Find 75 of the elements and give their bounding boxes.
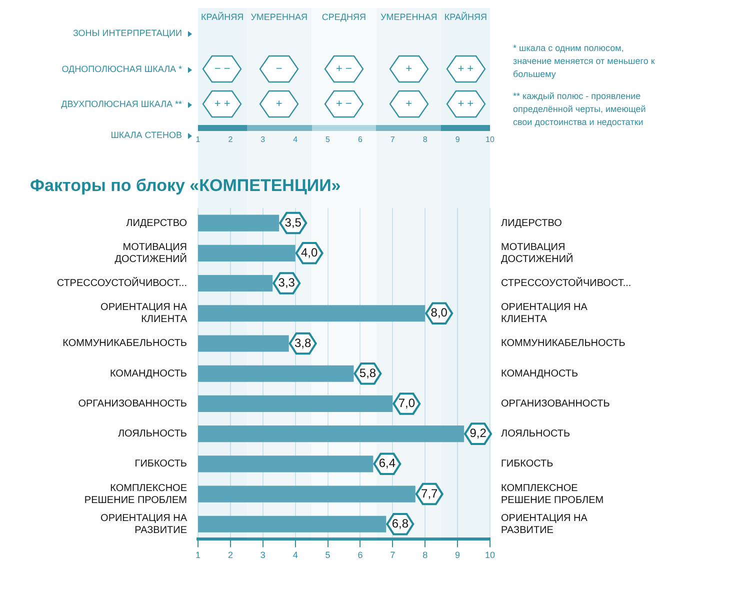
x-tick-label: 3 — [260, 550, 266, 560]
x2-tick-label: 1 — [194, 135, 202, 144]
x2-tick-label: 9 — [454, 135, 461, 144]
chart-title: Факторы по блоку «КОМПЕТЕНЦИИ» — [30, 176, 341, 196]
hexagon-icon: + — [259, 90, 300, 118]
x2-tick-label: 5 — [324, 135, 331, 144]
band-label: КРАЙНЯЯ — [200, 12, 245, 22]
x2-tick-label: 10 — [484, 135, 496, 144]
x-tick-label: 10 — [484, 550, 496, 560]
text: ОДНОПОЛЮСНАЯ ШКАЛА * — [60, 64, 182, 74]
category-label: МОТИВАЦИЯ ДОСТИЖЕНИЙ — [501, 242, 574, 265]
x-tick-label: 6 — [358, 550, 363, 560]
text: ЗОНЫ ИНТЕРПРЕТАЦИИ — [72, 28, 182, 38]
y-tick-label: ЛОЯЛЬНОСТЬ — [118, 428, 188, 440]
x2-tick-label: 2 — [227, 135, 234, 144]
x-tick-label: 5 — [325, 550, 330, 560]
data-label: 3,5 — [284, 215, 302, 230]
data-label: 6,4 — [378, 456, 396, 470]
band-label: СРЕДНЯЯ — [320, 12, 368, 22]
x2-tick-label: 4 — [292, 135, 299, 144]
y-tick-label: КОММУНИКАБЕЛЬНОСТЬ — [62, 338, 188, 350]
y-tick-label: ОРИЕНТАЦИЯ НА КЛИЕНТА — [100, 302, 188, 326]
category-label: ОРИЕНТАЦИЯ НА КЛИЕНТА — [501, 302, 588, 326]
hexagon-icon: + − — [324, 90, 364, 118]
band-label: КРАЙНЯЯ — [443, 12, 488, 22]
data-label: 4,0 — [300, 245, 318, 260]
category-label: КОМАНДНОСТЬ — [501, 368, 578, 380]
x2-tick-label: 8 — [422, 135, 428, 144]
y-tick-label: ОРГАНИЗОВАННОСТЬ — [78, 398, 188, 410]
band-label: УМЕРЕННАЯ — [250, 12, 308, 22]
data-label: 7,0 — [398, 396, 416, 410]
hexagon-icon: + — [388, 55, 429, 83]
y-tick-label: ОРИЕНТАЦИЯ НА РАЗВИТИЕ — [100, 512, 188, 536]
y-tick-label: КОМАНДНОСТЬ — [110, 368, 188, 380]
hexagon-icon: + − — [324, 55, 364, 83]
text: * шкала с одним полюсом, значение меняется от меньшего к большему — [513, 42, 656, 81]
y-tick-label: СТРЕССОУСТОЙЧИВОСТ... — [56, 276, 187, 290]
y-tick-label: ГИБКОСТЬ — [134, 458, 188, 470]
hexagon-icon: − — [259, 55, 300, 83]
data-label: 8,0 — [430, 306, 448, 320]
text: ДВУХПОЛЮСНАЯ ШКАЛА ** — [60, 99, 182, 109]
x2-tick-label: 3 — [260, 135, 266, 144]
category-label: ЛОЯЛЬНОСТЬ — [501, 428, 570, 440]
x-tick-label: 9 — [455, 550, 460, 560]
hexagon-icon: + + — [446, 55, 486, 83]
category-label: ГИБКОСТЬ — [501, 458, 554, 470]
data-label: 3,3 — [278, 276, 296, 290]
x-tick-label: 1 — [195, 550, 201, 560]
hexagon-icon: + + — [202, 90, 242, 118]
band-label: УМЕРЕННАЯ — [380, 12, 438, 22]
category-label: ЛИДЕРСТВО — [501, 218, 562, 229]
x-tick-label: 8 — [422, 550, 428, 560]
y-tick-label: ЛИДЕРСТВО — [126, 218, 188, 229]
data-label: 9,2 — [470, 426, 487, 440]
category-label: КОМПЛЕКСНОЕ РЕШЕНИЕ ПРОБЛЕМ — [501, 482, 604, 506]
data-label: 3,8 — [294, 336, 312, 350]
category-label: ОРИЕНТАЦИЯ НА РАЗВИТИЕ — [501, 512, 588, 536]
hexagon-icon: + — [388, 90, 429, 118]
text: ** каждый полюс - проявление определённой черты, имеющей свои достоинства и недостатки — [513, 90, 647, 129]
category-label: СТРЕССОУСТОЙЧИВОСТ... — [501, 278, 632, 290]
x-tick-label: 4 — [292, 550, 298, 560]
data-label: 7,7 — [421, 486, 438, 500]
y-tick-label: МОТИВАЦИЯ ДОСТИЖЕНИЙ — [114, 242, 187, 265]
category-label: КОММУНИКАБЕЛЬНОСТЬ — [501, 338, 626, 350]
hexagon-icon: − − — [202, 55, 242, 83]
x2-tick-label: 7 — [389, 135, 396, 144]
x-tick-label: 7 — [390, 550, 396, 560]
x2-tick-label: 6 — [356, 135, 364, 144]
x-tick-label: 2 — [228, 550, 233, 560]
hexagon-icon: + + — [446, 90, 486, 118]
y-tick-label: КОМПЛЕКСНОЕ РЕШЕНИЕ ПРОБЛЕМ — [84, 482, 188, 506]
text: ШКАЛА СТЕНОВ — [110, 130, 182, 140]
data-label: 5,8 — [359, 366, 376, 380]
data-label: 6,8 — [392, 516, 409, 530]
category-label: ОРГАНИЗОВАННОСТЬ — [501, 398, 610, 410]
